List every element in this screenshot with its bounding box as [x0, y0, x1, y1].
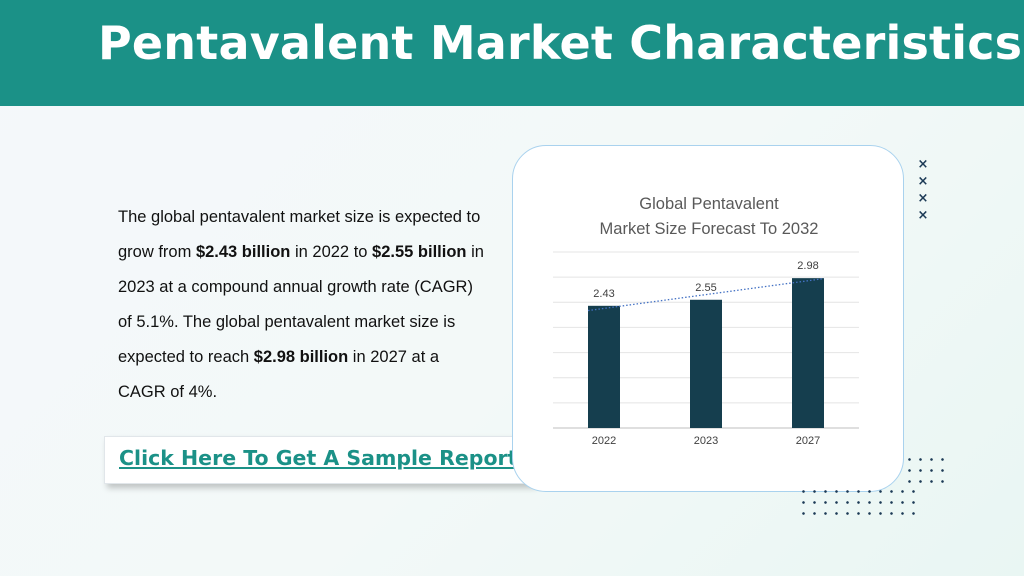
- x-tick-label: 2023: [694, 435, 718, 447]
- body-text: in 2022 to: [290, 243, 372, 261]
- highlight-value: $2.98 billion: [254, 348, 348, 366]
- highlight-value: $2.55 billion: [372, 243, 466, 261]
- bar: [792, 278, 824, 428]
- x-tick-label: 2022: [592, 435, 616, 447]
- x-mark-icon: ×: [916, 156, 930, 173]
- market-description: The global pentavalent market size is ex…: [118, 200, 488, 410]
- page-title: Pentavalent Market Characteristics:: [98, 16, 1024, 70]
- bar: [588, 306, 620, 428]
- x-mark-icon: ×: [916, 207, 930, 224]
- chart-card: Global Pentavalent Market Size Forecast T…: [512, 145, 904, 492]
- dot-grid-decoration: [904, 454, 952, 488]
- sample-report-link[interactable]: Click Here To Get A Sample Report: [119, 446, 517, 470]
- data-label: 2.55: [695, 282, 716, 294]
- cta-box: Click Here To Get A Sample Report: [104, 436, 534, 484]
- highlight-value: $2.43 billion: [196, 243, 290, 261]
- x-tick-label: 2027: [796, 435, 820, 447]
- market-size-chart: Global Pentavalent Market Size Forecast T…: [513, 146, 905, 493]
- dot-grid-decoration: [798, 486, 922, 520]
- chart-title: Global Pentavalent: [639, 195, 779, 213]
- chart-title: Market Size Forecast To 2032: [600, 220, 819, 238]
- x-mark-icon: ×: [916, 190, 930, 207]
- header-banner: Pentavalent Market Characteristics:: [0, 0, 1024, 106]
- x-marks-decoration: × × × ×: [916, 156, 930, 224]
- bar: [690, 300, 722, 428]
- data-label: 2.43: [593, 288, 614, 300]
- x-mark-icon: ×: [916, 173, 930, 190]
- data-label: 2.98: [797, 260, 818, 272]
